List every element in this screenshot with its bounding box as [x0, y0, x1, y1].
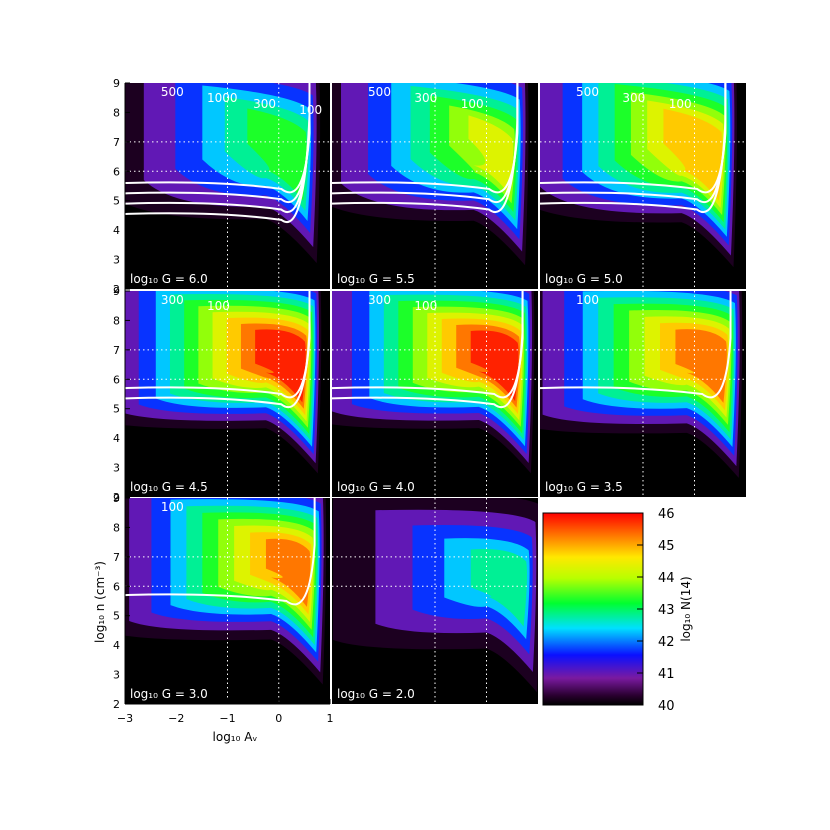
- panel-label: log₁₀ G = 5.0: [545, 272, 623, 286]
- y-tick-label: 3: [113, 462, 120, 475]
- x-tick-label: 1: [327, 712, 334, 725]
- colorbar-tick-label: 40: [658, 699, 675, 714]
- y-tick-label: 6: [113, 373, 120, 386]
- colorbar-tick-label: 44: [658, 571, 675, 586]
- contour-label: 1000: [207, 91, 238, 105]
- y-tick-label: 4: [113, 432, 120, 445]
- panel-2: 500 300 100 log₁₀ G = 5.5: [332, 83, 538, 289]
- panel-label: log₁₀ G = 4.0: [337, 480, 415, 494]
- y-tick-label: 2: [113, 698, 120, 711]
- contour-line: [125, 83, 311, 223]
- y-tick-label: 7: [113, 136, 120, 149]
- contour-label: 300: [622, 91, 645, 105]
- y-tick-label: 6: [113, 165, 120, 178]
- y-tick-label: 8: [113, 521, 120, 534]
- y-tick-label: 3: [113, 669, 120, 682]
- contour-line: [332, 291, 524, 409]
- contour-label: 100: [669, 97, 692, 111]
- y-tick-label: 9: [113, 492, 120, 505]
- contour-line: [540, 291, 732, 399]
- contour-label: 500: [576, 85, 599, 99]
- intensity-band: [470, 549, 528, 627]
- y-tick-label: 4: [113, 224, 120, 237]
- intensity-band: [255, 329, 306, 403]
- contour-line: [332, 83, 519, 213]
- contour-label: 100: [461, 97, 484, 111]
- panel-1: 500 1000 300 100 log₁₀ G = 6.0: [125, 83, 330, 289]
- y-tick-label: 7: [113, 344, 120, 357]
- contour-label: 300: [414, 91, 437, 105]
- panel-8: log₁₀ G = 2.0: [332, 498, 538, 704]
- contour-line: [540, 83, 727, 213]
- y-tick-label: 9: [113, 285, 120, 298]
- y-tick-label: 8: [113, 314, 120, 327]
- panel-4: 300 100 log₁₀ G = 4.5: [125, 291, 330, 497]
- colorbar-label: log₁₀ N(14): [679, 576, 693, 641]
- colorbar-ticks: 40 41 42 43 44 45 46: [637, 507, 675, 714]
- y-tick-label: 7: [113, 551, 120, 564]
- contour-label: 300: [368, 293, 391, 307]
- panel-label: log₁₀ G = 5.5: [337, 272, 415, 286]
- panel-label: log₁₀ G = 3.5: [545, 480, 623, 494]
- x-tick-label: −1: [219, 712, 235, 725]
- panels: 500 1000 300 100 log₁₀ G = 6.0 500 300 100 log₁₀…: [125, 83, 746, 704]
- x-tick-label: −2: [168, 712, 184, 725]
- contour-label: 300: [253, 97, 276, 111]
- y-tick-label: 5: [113, 403, 120, 416]
- y-tick-label: 9: [113, 77, 120, 90]
- panel-7: 100 log₁₀ G = 3.0: [125, 498, 330, 704]
- contour-label: 100: [161, 500, 184, 514]
- intensity-band: [247, 108, 307, 201]
- colorbar-tick-label: 42: [658, 635, 675, 650]
- y-axis-title: log₁₀ n (cm⁻³): [93, 561, 107, 643]
- contour-label: 100: [207, 299, 230, 313]
- panel-label: log₁₀ G = 6.0: [130, 272, 208, 286]
- intensity-band: [675, 329, 727, 403]
- intensity-band: [663, 108, 723, 201]
- contour-label: 100: [414, 299, 437, 313]
- y-tick-label: 2: [113, 283, 120, 296]
- x-tick-label: 0: [275, 712, 282, 725]
- contour-label: 300: [161, 293, 184, 307]
- contour-label: 100: [576, 293, 599, 307]
- contour-label: 500: [161, 85, 184, 99]
- colorbar-tick-label: 45: [658, 539, 675, 554]
- y-tick-label: 4: [113, 639, 120, 652]
- panel-label: log₁₀ G = 4.5: [130, 480, 208, 494]
- colorbar-tick-label: 43: [658, 603, 675, 618]
- colorbar: 40 41 42 43 44 45 46 log₁₀ N(14): [542, 507, 693, 714]
- contour-line: [125, 291, 311, 409]
- y-tick-label: 5: [113, 610, 120, 623]
- contour-label: 500: [368, 85, 391, 99]
- intensity-band: [265, 538, 311, 607]
- contour-label: 100: [299, 103, 322, 117]
- contour-line: [125, 498, 316, 606]
- x-axis-title: log₁₀ Aᵥ: [213, 730, 258, 744]
- panel-6: 100 log₁₀ G = 3.5: [540, 291, 746, 497]
- y-tick-label: 8: [113, 106, 120, 119]
- colorbar-gradient: [542, 512, 644, 706]
- panel-label: log₁₀ G = 3.0: [130, 687, 208, 701]
- colorbar-tick-label: 46: [658, 507, 675, 522]
- intensity-band: [470, 330, 519, 402]
- panel-label: log₁₀ G = 2.0: [337, 687, 415, 701]
- y-tick-label: 6: [113, 580, 120, 593]
- y-tick-label: 3: [113, 254, 120, 267]
- y-tick-label: 2: [113, 491, 120, 504]
- panel-3: 500 300 100 log₁₀ G = 5.0: [540, 83, 746, 289]
- colorbar-tick-label: 41: [658, 667, 675, 682]
- panel-5: 300 100 log₁₀ G = 4.0: [332, 291, 538, 497]
- x-tick-label: −3: [117, 712, 133, 725]
- y-tick-label: 5: [113, 195, 120, 208]
- intensity-band: [468, 115, 514, 195]
